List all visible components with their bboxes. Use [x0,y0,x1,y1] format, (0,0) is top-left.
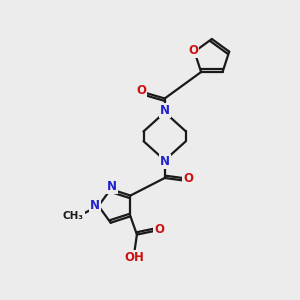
Text: N: N [160,155,170,168]
Text: N: N [90,200,100,212]
Text: O: O [188,44,198,57]
Text: O: O [183,172,193,185]
Text: CH₃: CH₃ [63,211,84,221]
Text: O: O [154,223,164,236]
Text: N: N [107,180,117,193]
Text: O: O [136,84,146,97]
Text: N: N [160,104,170,117]
Text: OH: OH [124,251,145,264]
